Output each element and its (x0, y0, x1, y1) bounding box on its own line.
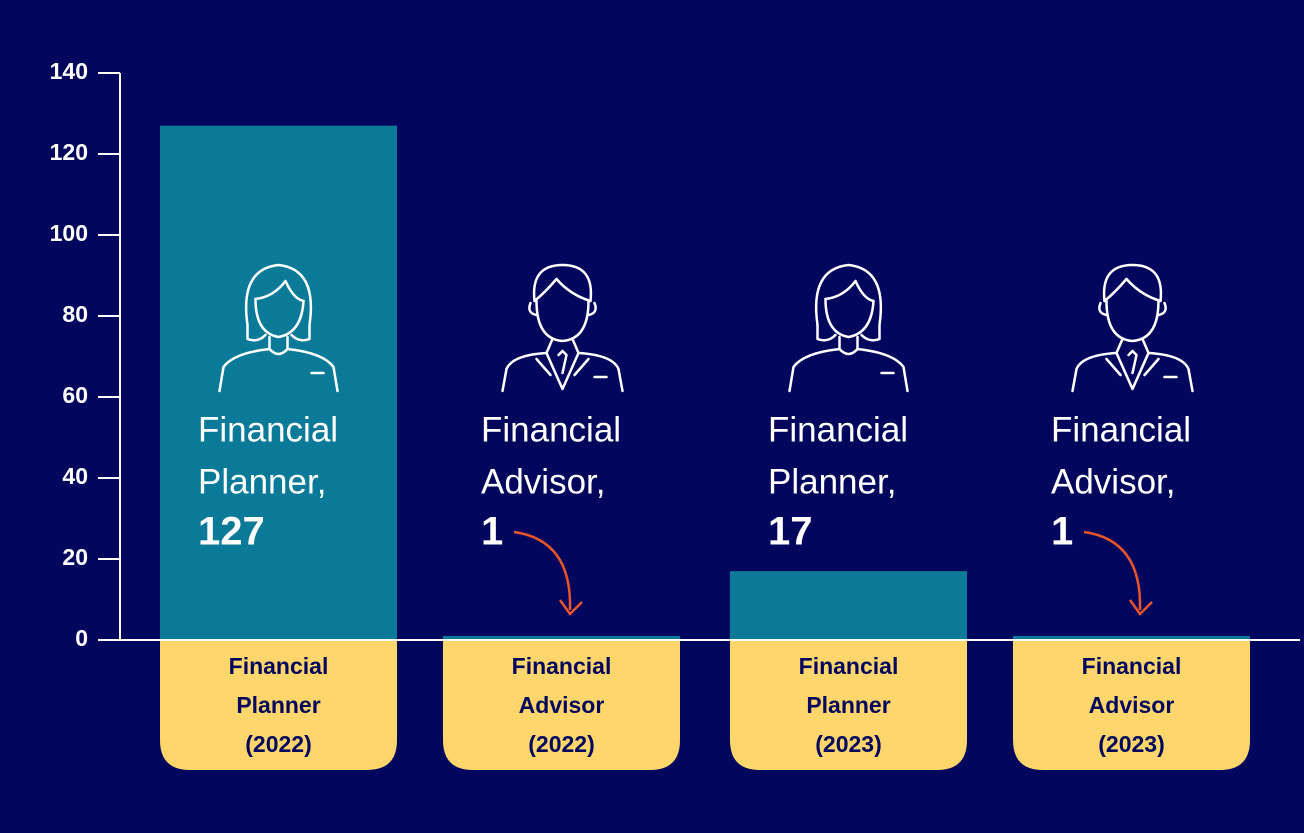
value-label: 1 (1051, 510, 1073, 554)
y-tick-label: 120 (50, 139, 88, 165)
y-tick-label: 100 (50, 220, 88, 246)
x-tick-label: Advisor (1089, 692, 1175, 718)
x-tick-label: Financial (512, 653, 612, 679)
value-label: 1 (481, 510, 503, 554)
category-box (443, 640, 680, 770)
x-tick-label: (2022) (245, 731, 311, 757)
bar (1013, 635, 1250, 640)
person-icon (1071, 263, 1194, 393)
y-tick-label: 0 (75, 625, 88, 651)
bar-label: Advisor, (1051, 462, 1176, 501)
person-icon (788, 263, 909, 393)
bar-label: Financial (198, 410, 338, 449)
y-tick-label: 140 (50, 58, 88, 84)
x-tick-label: Planner (236, 692, 320, 718)
category-box (1013, 640, 1250, 770)
category-box (730, 640, 967, 770)
bar (443, 635, 680, 640)
y-tick-label: 40 (62, 463, 88, 489)
plot: 0 20 40 60 80 100 120 140 Financial Planner (2022)… (50, 58, 1300, 770)
bar-label: Financial (768, 410, 908, 449)
bar-label: Planner, (768, 462, 896, 501)
x-tick-label: Financial (1082, 653, 1182, 679)
bar-label: Advisor, (481, 462, 606, 501)
value-label: 127 (198, 510, 265, 554)
bar (730, 571, 967, 640)
bar-label: Financial (481, 410, 621, 449)
x-tick-label: Advisor (519, 692, 605, 718)
y-tick-label: 60 (62, 382, 88, 408)
value-label: 17 (768, 510, 813, 554)
bar (160, 125, 397, 640)
x-tick-label: Financial (799, 653, 899, 679)
category-box (160, 640, 397, 770)
annotation-arrow (1083, 530, 1153, 616)
person-icon (501, 263, 624, 393)
x-tick-label: (2023) (815, 731, 881, 757)
y-tick-label: 80 (62, 301, 88, 327)
y-tick-label: 20 (62, 544, 88, 570)
x-tick-label: (2022) (528, 731, 594, 757)
bar-label: Planner, (198, 462, 326, 501)
x-tick-label: Planner (806, 692, 890, 718)
x-tick-label: (2023) (1098, 731, 1164, 757)
x-tick-label: Financial (229, 653, 329, 679)
bar-label: Financial (1051, 410, 1191, 449)
annotation-arrow (513, 530, 583, 616)
